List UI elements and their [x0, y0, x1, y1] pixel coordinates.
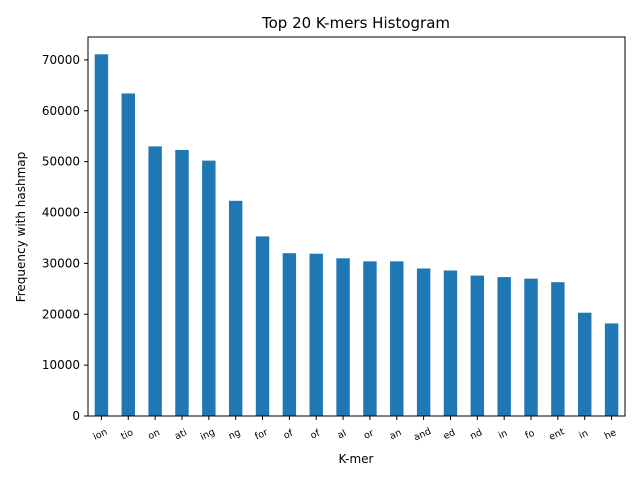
x-tick-label: tio	[119, 427, 135, 442]
x-tick-label: ed	[442, 427, 457, 442]
y-axis-label: Frequency with hashmap	[14, 152, 28, 303]
bar-19	[578, 312, 592, 416]
bar-11	[363, 261, 377, 416]
x-tick-label: ati	[173, 427, 189, 442]
x-tick-label: nd	[468, 427, 484, 442]
bar-14	[443, 270, 458, 416]
bar-5	[202, 160, 216, 416]
bar-2	[121, 93, 135, 417]
bars-group	[94, 54, 619, 417]
x-tick-label: of	[309, 428, 323, 442]
bar-12	[390, 261, 404, 416]
x-tick-label: ent	[547, 426, 566, 443]
y-tick-label: 20000	[42, 307, 80, 321]
x-tick-label: al	[336, 428, 348, 442]
x-axis-ticks: ion tio on ati ing ng for of of al or an and ed nd in fo…	[91, 416, 618, 443]
plot-frame	[87, 36, 626, 417]
x-tick-label: of	[282, 428, 296, 442]
x-tick-label: and	[412, 426, 433, 444]
y-tick-label: 30000	[42, 256, 80, 270]
y-tick-label: 60000	[42, 104, 80, 118]
x-tick-label: fo	[523, 428, 536, 442]
bar-4	[175, 149, 189, 416]
y-tick-label: 50000	[42, 155, 80, 169]
bar-1	[94, 54, 109, 417]
bar-8	[282, 253, 297, 416]
bar-9	[309, 253, 323, 416]
bar-18	[551, 282, 565, 416]
x-tick-label: on	[146, 427, 161, 442]
x-axis-label: K-mer	[339, 452, 374, 466]
bar-10	[336, 258, 350, 416]
y-tick-label: 40000	[42, 206, 80, 220]
bar-13	[416, 268, 431, 416]
x-tick-label: for	[253, 427, 270, 443]
y-tick-label: 70000	[42, 53, 80, 67]
bar-20	[604, 323, 619, 416]
y-axis-ticks: 0 10000 20000 30000 40000 50000 60000 70000	[42, 53, 88, 423]
bar-6	[228, 200, 243, 416]
y-tick-label: 0	[72, 409, 80, 423]
bar-15	[470, 275, 485, 416]
x-tick-label: ing	[199, 427, 217, 443]
chart-title: Top 20 K-mers Histogram	[261, 14, 450, 32]
bar-16	[497, 277, 511, 416]
x-tick-label: in	[577, 428, 590, 442]
x-tick-label: he	[603, 427, 619, 442]
x-tick-label: in	[497, 428, 510, 442]
y-tick-label: 10000	[42, 358, 80, 372]
x-tick-label: ion	[91, 427, 109, 443]
bar-7	[255, 236, 270, 416]
bar-3	[148, 146, 162, 416]
x-tick-label: or	[362, 428, 376, 442]
x-tick-label: an	[388, 427, 403, 442]
x-tick-label: ng	[227, 427, 243, 442]
bar-17	[524, 278, 538, 416]
